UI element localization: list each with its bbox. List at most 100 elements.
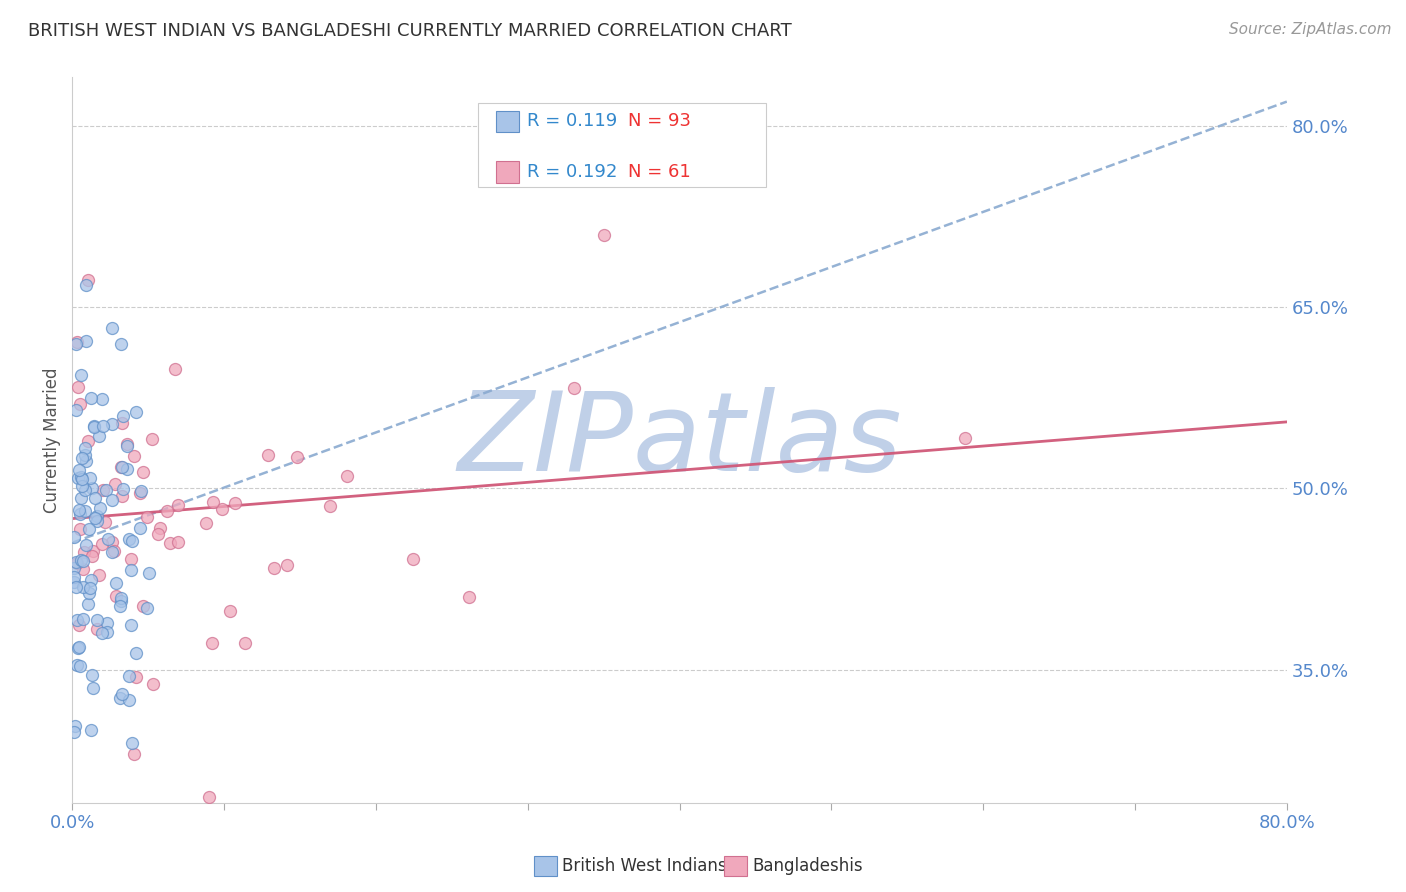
Point: [149, 521, 172, 535]
Point: [276, 558, 298, 572]
Y-axis label: Currently Married: Currently Married: [44, 368, 60, 513]
Point: [79, 391, 101, 405]
Point: [70, 469, 93, 483]
Point: [76, 597, 98, 611]
Point: [62, 574, 84, 589]
Point: [91, 537, 114, 551]
Point: [138, 566, 160, 581]
Point: [72, 561, 94, 575]
Point: [336, 469, 359, 483]
Text: BRITISH WEST INDIAN VS BANGLADESHI CURRENTLY MARRIED CORRELATION CHART: BRITISH WEST INDIAN VS BANGLADESHI CURRE…: [28, 22, 792, 40]
Point: [218, 604, 240, 618]
Point: [101, 545, 124, 559]
Point: [129, 521, 152, 535]
Point: [135, 510, 157, 524]
Point: [100, 534, 122, 549]
Point: [65, 402, 87, 417]
Point: [83, 420, 105, 434]
Point: [125, 670, 148, 684]
Point: [319, 499, 342, 513]
Point: [256, 448, 278, 462]
Point: [121, 533, 143, 548]
Point: [122, 449, 145, 463]
Point: [118, 669, 141, 683]
Point: [96, 624, 118, 639]
Point: [165, 362, 187, 376]
Point: [91, 392, 114, 407]
Point: [66, 380, 89, 394]
Point: [198, 789, 221, 804]
Point: [72, 554, 94, 568]
Point: [166, 535, 188, 549]
Point: [111, 417, 134, 431]
Point: [75, 538, 97, 552]
Point: [93, 516, 115, 530]
Point: [110, 599, 132, 614]
Point: [211, 502, 233, 516]
Point: [97, 532, 120, 546]
Text: ZIPatlas: ZIPatlas: [457, 386, 901, 493]
Point: [125, 405, 148, 419]
Point: [104, 575, 127, 590]
Point: [402, 551, 425, 566]
Point: [201, 636, 224, 650]
Point: [66, 471, 89, 485]
Point: [75, 277, 97, 292]
Point: [77, 273, 100, 287]
Text: Bangladeshis: Bangladeshis: [752, 857, 863, 875]
Point: [105, 589, 128, 603]
Point: [73, 441, 96, 455]
Point: [65, 337, 87, 351]
Point: [82, 681, 104, 695]
Point: [111, 686, 134, 700]
Text: N = 61: N = 61: [628, 163, 692, 181]
Point: [62, 570, 84, 584]
Point: [73, 483, 96, 497]
Point: [73, 448, 96, 462]
Point: [112, 482, 135, 496]
Point: [224, 496, 246, 510]
Point: [111, 489, 134, 503]
Point: [104, 477, 127, 491]
Point: [101, 492, 124, 507]
Point: [101, 417, 124, 431]
Point: [69, 507, 91, 521]
Point: [86, 613, 108, 627]
Point: [117, 462, 139, 476]
Point: [66, 334, 89, 349]
Point: [117, 439, 139, 453]
Point: [120, 563, 142, 577]
Point: [89, 500, 111, 515]
Point: [77, 522, 100, 536]
Point: [86, 514, 108, 528]
Point: [91, 626, 114, 640]
Text: R = 0.192: R = 0.192: [527, 163, 617, 181]
Point: [69, 522, 91, 536]
Point: [72, 479, 94, 493]
Point: [67, 502, 90, 516]
Point: [166, 498, 188, 512]
Point: [62, 561, 84, 575]
Point: [115, 437, 138, 451]
Point: [70, 491, 93, 505]
Point: [66, 613, 89, 627]
Point: [953, 431, 976, 445]
Point: [121, 736, 143, 750]
Point: [67, 640, 90, 655]
Point: [70, 451, 93, 466]
Point: [70, 472, 93, 486]
Text: British West Indians: British West Indians: [562, 857, 727, 875]
Point: [112, 409, 135, 423]
Point: [72, 580, 94, 594]
Point: [62, 530, 84, 544]
Point: [87, 429, 110, 443]
Point: [83, 511, 105, 525]
Point: [75, 334, 97, 348]
Point: [65, 719, 87, 733]
Point: [108, 690, 131, 705]
Point: [79, 582, 101, 596]
Point: [75, 454, 97, 468]
Point: [86, 622, 108, 636]
Point: [201, 494, 224, 508]
Point: [77, 585, 100, 599]
